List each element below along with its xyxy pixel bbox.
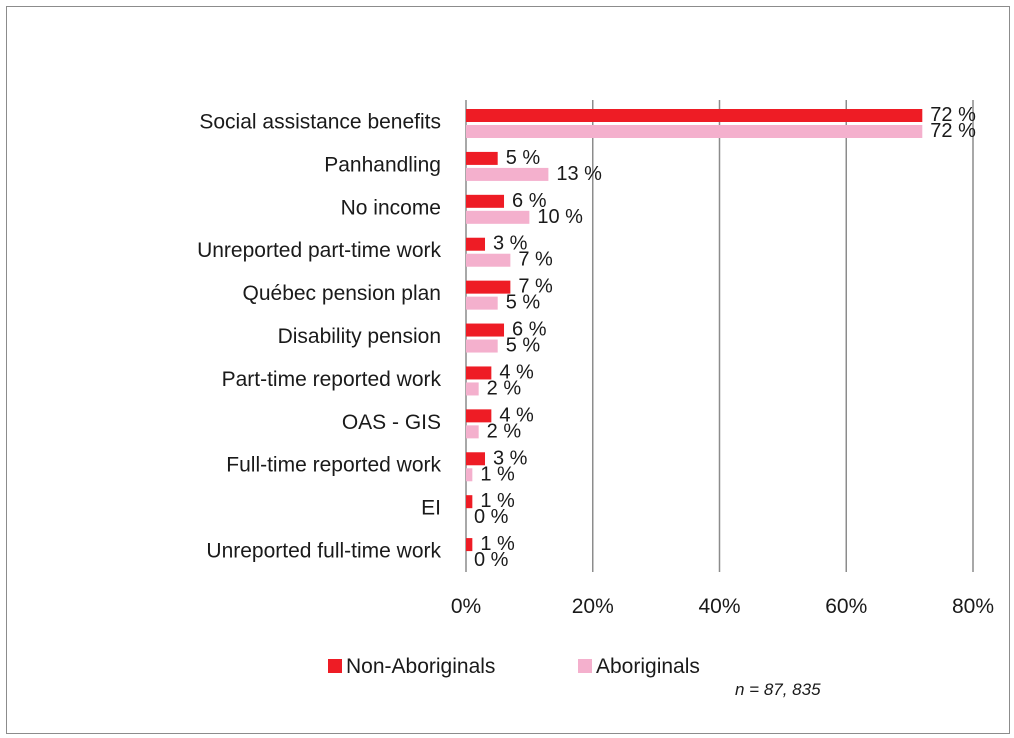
category-label: Full-time reported work — [226, 454, 441, 477]
x-tick-label: 0% — [451, 595, 481, 618]
data-label: 72 % — [930, 120, 976, 142]
category-label: Unreported part-time work — [197, 239, 441, 262]
category-label: Disability pension — [278, 325, 441, 348]
data-label: 1 % — [480, 533, 515, 555]
category-label: Part-time reported work — [222, 368, 442, 391]
data-label: 5 % — [506, 292, 541, 314]
bar-non-aboriginals — [466, 452, 486, 466]
bar-non-aboriginals — [466, 280, 511, 294]
legend-swatch-non-aboriginals — [328, 659, 342, 673]
sample-size-note: n = 87, 835 — [735, 680, 821, 699]
bar-non-aboriginals — [466, 495, 473, 509]
data-label: 3 % — [493, 233, 528, 255]
bar-non-aboriginals — [466, 237, 486, 251]
data-label: 4 % — [499, 361, 534, 383]
bar-non-aboriginals — [466, 409, 492, 423]
bar-aboriginals — [466, 253, 511, 267]
bar-aboriginals — [466, 425, 479, 439]
legend-label: Non-Aboriginals — [346, 655, 495, 678]
data-label: 5 % — [506, 335, 541, 357]
x-tick-label: 20% — [572, 595, 614, 618]
bar-aboriginals — [466, 167, 549, 181]
data-label: 1 % — [480, 463, 515, 485]
bar-aboriginals — [466, 339, 498, 353]
bar-aboriginals — [466, 468, 473, 482]
bar-non-aboriginals — [466, 194, 505, 208]
data-label: 1 % — [480, 490, 515, 512]
bar-non-aboriginals — [466, 538, 473, 552]
bar-non-aboriginals — [466, 109, 923, 122]
data-label: 10 % — [537, 206, 583, 228]
data-label: 7 % — [518, 276, 553, 298]
category-label: No income — [341, 196, 441, 219]
data-label: 3 % — [493, 447, 528, 469]
data-label: 2 % — [487, 420, 522, 442]
x-tick-label: 40% — [698, 595, 740, 618]
data-label: 7 % — [518, 249, 553, 271]
bar-aboriginals — [466, 296, 498, 310]
bar-non-aboriginals — [466, 366, 492, 380]
legend-swatch-aboriginals — [578, 659, 592, 673]
bar-aboriginals — [466, 382, 479, 396]
category-label: Panhandling — [324, 153, 441, 176]
x-tick-label: 80% — [952, 595, 994, 618]
legend-label: Aboriginals — [596, 655, 700, 678]
data-label: 2 % — [487, 377, 522, 399]
data-label: 6 % — [512, 190, 547, 212]
category-label: Québec pension plan — [243, 282, 442, 305]
bar-aboriginals — [466, 125, 923, 138]
data-label: 0 % — [474, 506, 509, 528]
bar-non-aboriginals — [466, 151, 498, 165]
category-label: EI — [421, 497, 441, 520]
data-label: 5 % — [506, 147, 541, 169]
bar-non-aboriginals — [466, 323, 505, 337]
x-tick-label: 60% — [825, 595, 867, 618]
bar-aboriginals — [466, 210, 530, 224]
data-label: 13 % — [556, 163, 602, 185]
data-label: 72 % — [930, 104, 976, 126]
category-label: Social assistance benefits — [199, 110, 441, 133]
data-label: 0 % — [474, 549, 509, 571]
category-label: OAS - GIS — [342, 411, 441, 434]
data-label: 6 % — [512, 319, 547, 341]
category-label: Unreported full-time work — [206, 540, 441, 563]
data-label: 4 % — [499, 404, 534, 426]
